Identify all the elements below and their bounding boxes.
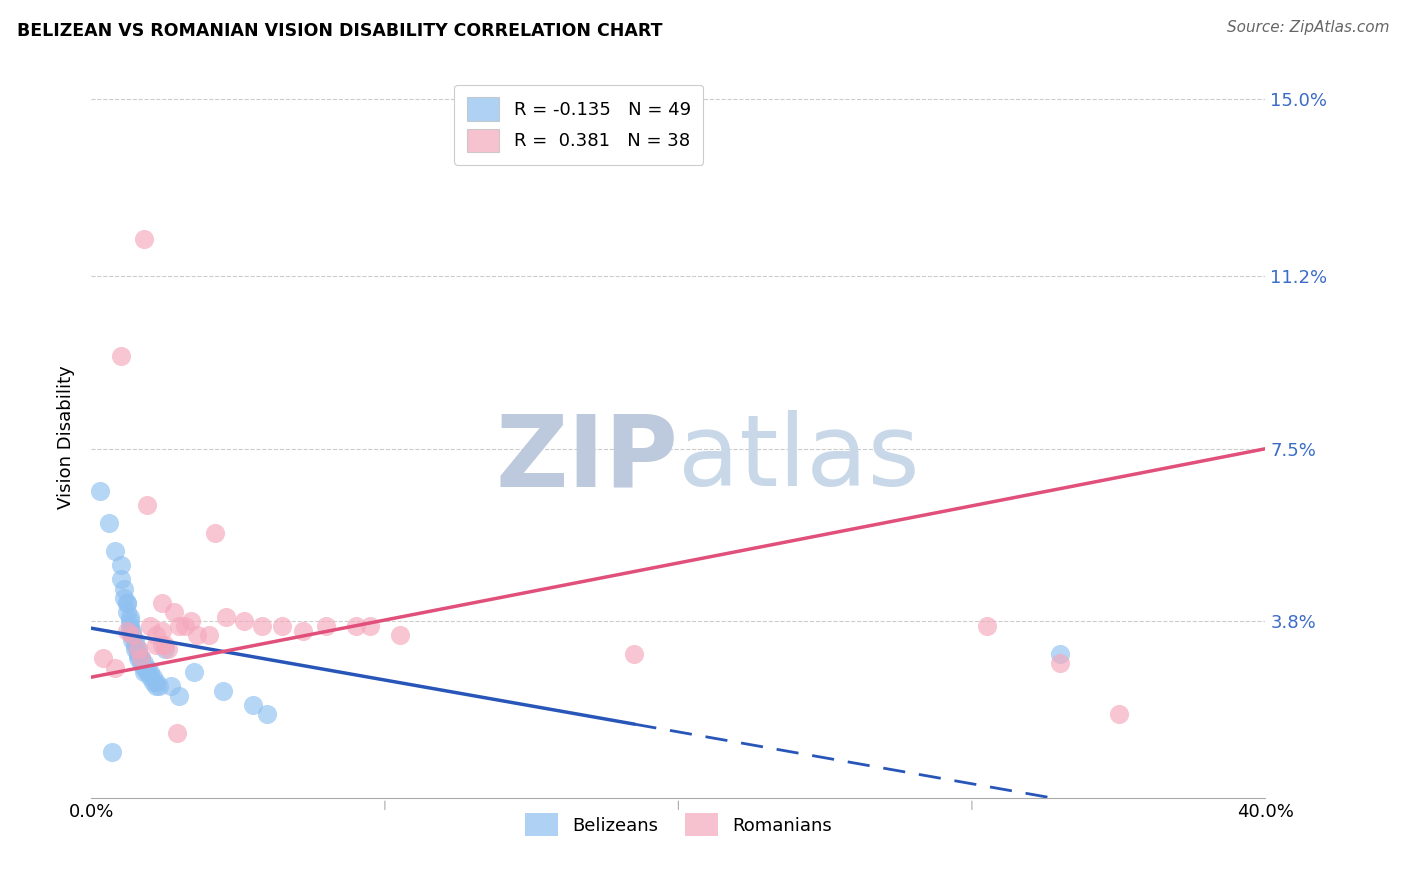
Point bbox=[118, 624, 141, 638]
Point bbox=[115, 596, 138, 610]
Point bbox=[129, 651, 152, 665]
Point bbox=[112, 582, 135, 596]
Text: Source: ZipAtlas.com: Source: ZipAtlas.com bbox=[1226, 20, 1389, 35]
Point bbox=[127, 642, 149, 657]
Point bbox=[134, 665, 156, 680]
Point bbox=[110, 349, 132, 363]
Point bbox=[359, 619, 381, 633]
Point bbox=[127, 642, 149, 657]
Point bbox=[142, 670, 165, 684]
Point bbox=[271, 619, 294, 633]
Y-axis label: Vision Disability: Vision Disability bbox=[56, 365, 75, 509]
Point bbox=[136, 498, 159, 512]
Point bbox=[291, 624, 314, 638]
Point bbox=[204, 525, 226, 540]
Point bbox=[148, 680, 170, 694]
Point bbox=[127, 647, 149, 661]
Point bbox=[256, 707, 278, 722]
Point bbox=[159, 680, 181, 694]
Point bbox=[115, 624, 138, 638]
Point bbox=[118, 614, 141, 628]
Point bbox=[129, 651, 152, 665]
Point bbox=[145, 628, 167, 642]
Point bbox=[1049, 656, 1071, 670]
Point bbox=[388, 628, 411, 642]
Point bbox=[174, 619, 197, 633]
Point bbox=[150, 596, 173, 610]
Point bbox=[145, 674, 167, 689]
Point bbox=[110, 572, 132, 586]
Point bbox=[150, 624, 173, 638]
Point bbox=[118, 609, 141, 624]
Point bbox=[124, 632, 146, 647]
Point bbox=[212, 684, 235, 698]
Point bbox=[623, 647, 645, 661]
Point bbox=[162, 605, 184, 619]
Point bbox=[197, 628, 219, 642]
Point bbox=[156, 642, 179, 657]
Point bbox=[166, 726, 188, 740]
Text: BELIZEAN VS ROMANIAN VISION DISABILITY CORRELATION CHART: BELIZEAN VS ROMANIAN VISION DISABILITY C… bbox=[17, 22, 662, 40]
Point bbox=[129, 656, 152, 670]
Point bbox=[121, 628, 143, 642]
Point bbox=[118, 619, 141, 633]
Point bbox=[186, 628, 208, 642]
Point bbox=[121, 628, 143, 642]
Point bbox=[344, 619, 367, 633]
Point bbox=[139, 670, 162, 684]
Point bbox=[139, 619, 162, 633]
Point bbox=[136, 661, 159, 675]
Point bbox=[101, 745, 124, 759]
Point bbox=[124, 638, 146, 652]
Point bbox=[127, 651, 149, 665]
Point bbox=[139, 665, 162, 680]
Point bbox=[242, 698, 264, 712]
Point bbox=[315, 619, 337, 633]
Point bbox=[89, 483, 111, 498]
Point bbox=[104, 661, 127, 675]
Point bbox=[142, 674, 165, 689]
Text: ZIP: ZIP bbox=[495, 410, 678, 508]
Point bbox=[127, 647, 149, 661]
Point bbox=[153, 638, 176, 652]
Point bbox=[91, 651, 114, 665]
Point bbox=[153, 642, 176, 657]
Point bbox=[183, 665, 205, 680]
Point bbox=[115, 596, 138, 610]
Point bbox=[180, 614, 202, 628]
Point bbox=[976, 619, 998, 633]
Point bbox=[124, 642, 146, 657]
Point bbox=[150, 638, 173, 652]
Point bbox=[121, 628, 143, 642]
Point bbox=[1049, 647, 1071, 661]
Point bbox=[1108, 707, 1130, 722]
Point bbox=[134, 656, 156, 670]
Point bbox=[169, 689, 191, 703]
Point bbox=[112, 591, 135, 605]
Text: atlas: atlas bbox=[678, 410, 920, 508]
Point bbox=[134, 232, 156, 246]
Point bbox=[121, 624, 143, 638]
Point bbox=[129, 651, 152, 665]
Point bbox=[121, 632, 143, 647]
Point bbox=[98, 516, 121, 531]
Point bbox=[169, 619, 191, 633]
Point bbox=[215, 609, 238, 624]
Point bbox=[233, 614, 256, 628]
Point bbox=[110, 558, 132, 573]
Point bbox=[104, 544, 127, 558]
Point bbox=[145, 638, 167, 652]
Point bbox=[134, 661, 156, 675]
Point bbox=[115, 605, 138, 619]
Point bbox=[250, 619, 273, 633]
Point bbox=[136, 665, 159, 680]
Legend: Belizeans, Romanians: Belizeans, Romanians bbox=[517, 805, 839, 844]
Point bbox=[145, 680, 167, 694]
